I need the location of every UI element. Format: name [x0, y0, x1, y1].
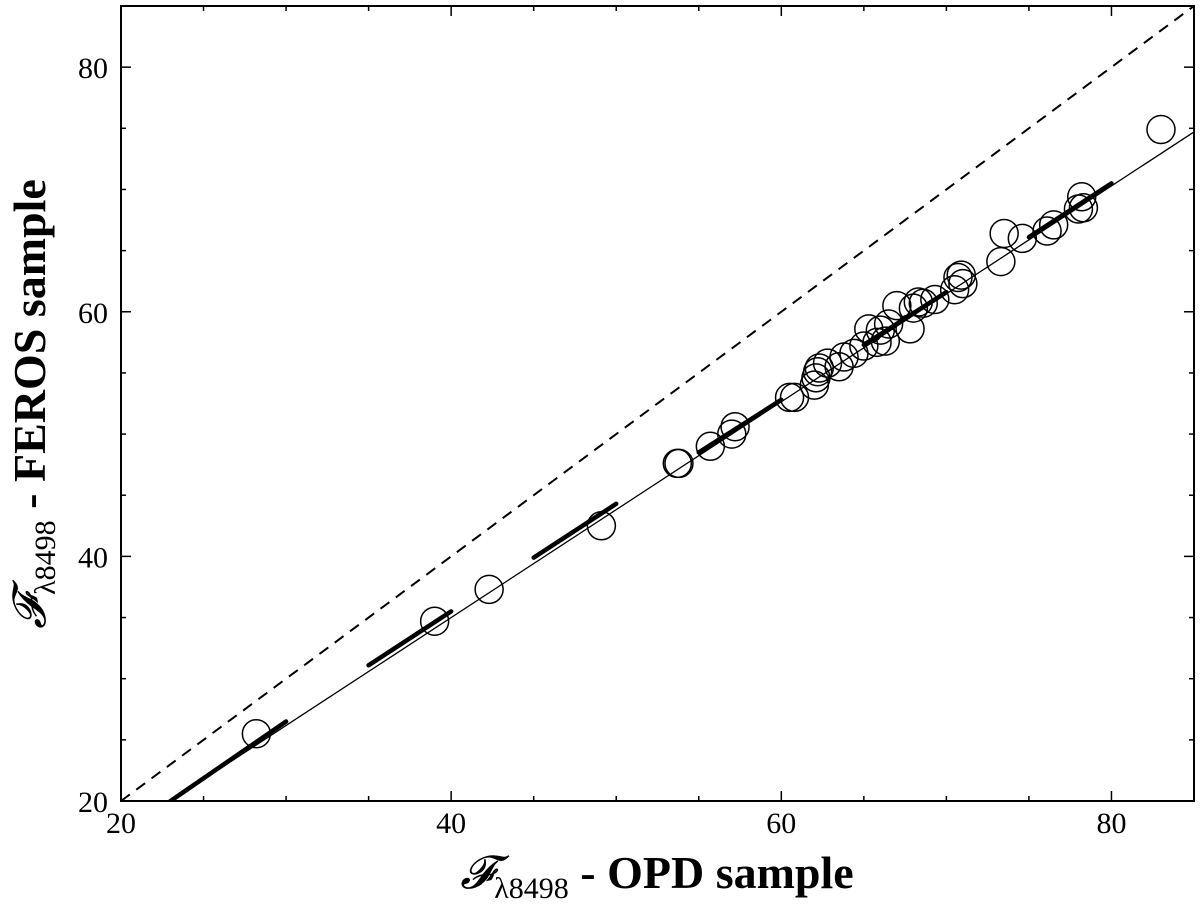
x-tick-label-80: 80	[1096, 807, 1126, 840]
fit-segment-3	[696, 397, 784, 455]
data-point-31	[939, 275, 970, 305]
data-point-36	[989, 218, 1019, 249]
data-point-38	[1032, 216, 1062, 246]
tick-labels-layer: 20 40 60 80 20 40 60 80	[78, 52, 1126, 840]
data-point-15	[812, 348, 843, 378]
y-tick-label-60: 60	[78, 297, 108, 330]
data-point-33	[946, 260, 976, 290]
y-tick-label-80: 80	[78, 52, 108, 85]
data-point-21	[862, 327, 892, 358]
data-point-29	[908, 288, 939, 318]
plot-frame	[120, 5, 1195, 802]
y-axis-label: 𝓕λ8498 - FEROS sample	[2, 179, 62, 629]
data-point-24	[873, 309, 904, 339]
data-point-41	[1066, 182, 1097, 212]
data-point-5	[664, 448, 694, 479]
x-tick-label-40: 40	[436, 807, 466, 840]
data-point-0	[241, 718, 272, 749]
fit-segment-2	[531, 501, 619, 560]
data-point-25	[882, 290, 912, 321]
data-point-7	[717, 419, 747, 449]
data-point-42	[1068, 193, 1099, 223]
points-layer	[241, 114, 1176, 749]
x-axis-label: 𝓕λ8498 - OPD sample	[460, 845, 853, 904]
data-point-32	[943, 262, 973, 293]
x-tick-label-20: 20	[106, 807, 136, 840]
data-point-9	[774, 382, 805, 413]
data-point-8	[720, 411, 750, 442]
data-point-1	[419, 606, 450, 636]
data-point-30	[920, 284, 950, 315]
data-point-19	[849, 331, 879, 361]
data-point-13	[802, 356, 833, 387]
data-point-23	[870, 326, 901, 356]
data-point-43	[1146, 114, 1176, 145]
one-to-one-dashed-line	[121, 6, 1194, 801]
data-point-2	[474, 574, 504, 605]
fit-line	[170, 131, 1194, 801]
fit-segment-0	[168, 719, 289, 801]
x-tick-label-60: 60	[766, 807, 796, 840]
data-point-14	[804, 353, 835, 383]
y-tick-label-40: 40	[78, 541, 108, 574]
y-tick-label-20: 20	[78, 786, 108, 819]
data-point-34	[948, 268, 978, 299]
data-point-26	[895, 314, 925, 344]
data-point-37	[1007, 223, 1038, 254]
data-point-3	[586, 511, 617, 541]
fit-segment-1	[366, 609, 454, 668]
data-point-39	[1038, 210, 1069, 240]
